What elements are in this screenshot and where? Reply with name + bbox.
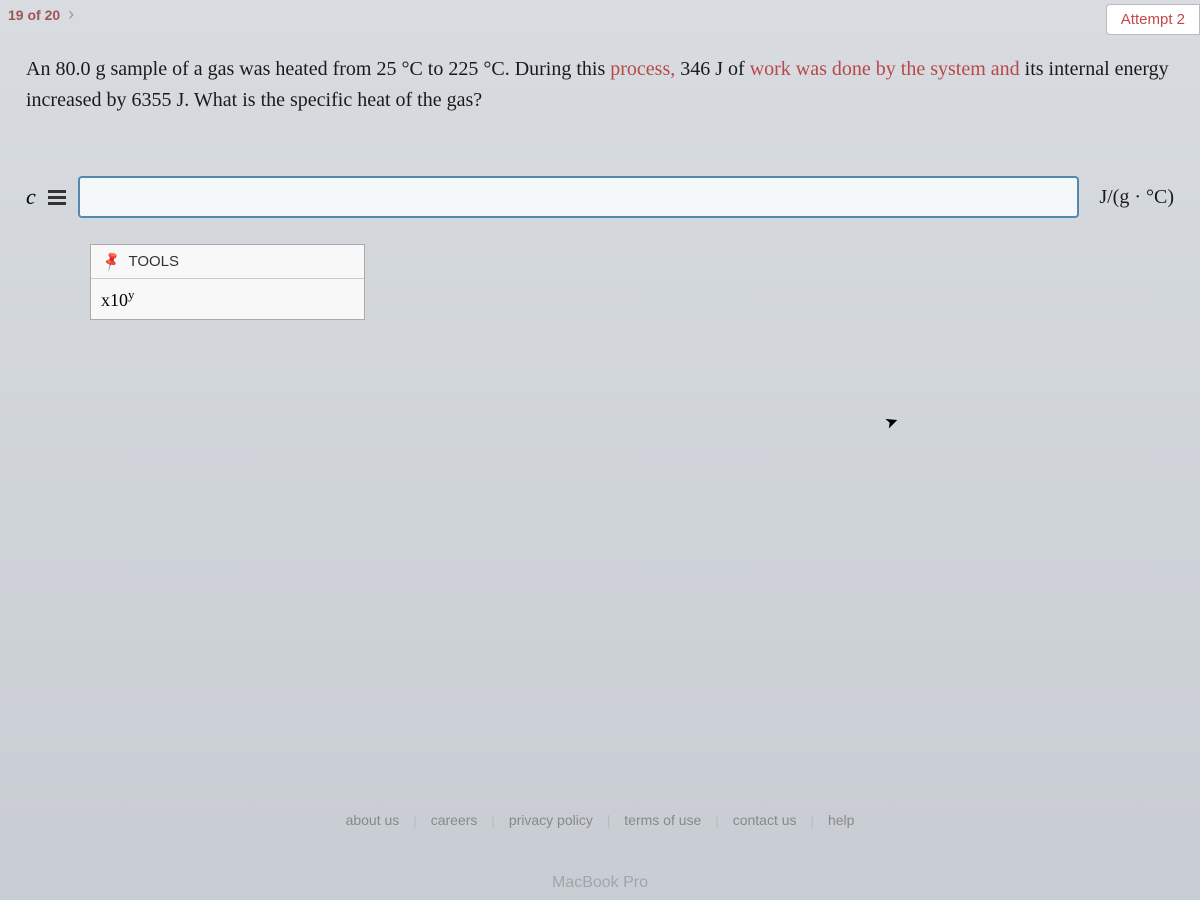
answer-area: c J/(g · °C)	[0, 136, 1200, 238]
question-part2: 346 J of	[675, 58, 749, 80]
tools-body: x10y	[91, 279, 364, 319]
pin-icon: 📌	[100, 250, 124, 273]
equals-icon	[48, 188, 66, 206]
attempt-badge: Attempt 2	[1106, 4, 1200, 35]
footer-divider: |	[804, 812, 820, 828]
question-area: An 80.0 g sample of a gas was heated fro…	[0, 26, 1200, 136]
footer-link-help[interactable]: help	[824, 812, 858, 828]
footer-divider: |	[709, 812, 725, 828]
footer-divider: |	[485, 812, 501, 828]
laptop-label: MacBook Pro	[0, 874, 1200, 892]
footer-link-terms[interactable]: terms of use	[620, 812, 705, 828]
pagination: 19 of 20 ›	[0, 4, 74, 25]
cursor-icon: ➤	[882, 410, 901, 433]
scientific-notation-button[interactable]: x10y	[101, 287, 135, 311]
tools-header: 📌 TOOLS	[91, 245, 364, 279]
tools-header-label: TOOLS	[128, 253, 179, 270]
footer-link-contact[interactable]: contact us	[729, 812, 801, 828]
question-text: An 80.0 g sample of a gas was heated fro…	[26, 54, 1174, 116]
top-bar: 19 of 20 › Attempt 2	[0, 0, 1200, 26]
sci-base: x10	[101, 290, 128, 310]
footer: about us | careers | privacy policy | te…	[0, 812, 1200, 828]
pagination-text: 19 of 20	[8, 7, 60, 23]
question-highlight1: process,	[610, 58, 675, 80]
question-part1: An 80.0 g sample of a gas was heated fro…	[26, 58, 610, 80]
footer-divider: |	[601, 812, 617, 828]
tools-panel: 📌 TOOLS x10y	[90, 244, 365, 320]
footer-divider: |	[407, 812, 423, 828]
question-highlight2: work was done by the system and	[750, 58, 1020, 80]
footer-link-careers[interactable]: careers	[427, 812, 482, 828]
next-arrow-icon[interactable]: ›	[68, 4, 74, 25]
footer-link-about[interactable]: about us	[342, 812, 404, 828]
unit-label: J/(g · °C)	[1091, 186, 1174, 209]
variable-label: c	[26, 184, 36, 210]
sci-exp: y	[128, 287, 135, 302]
answer-input[interactable]	[78, 176, 1080, 218]
footer-link-privacy[interactable]: privacy policy	[505, 812, 597, 828]
